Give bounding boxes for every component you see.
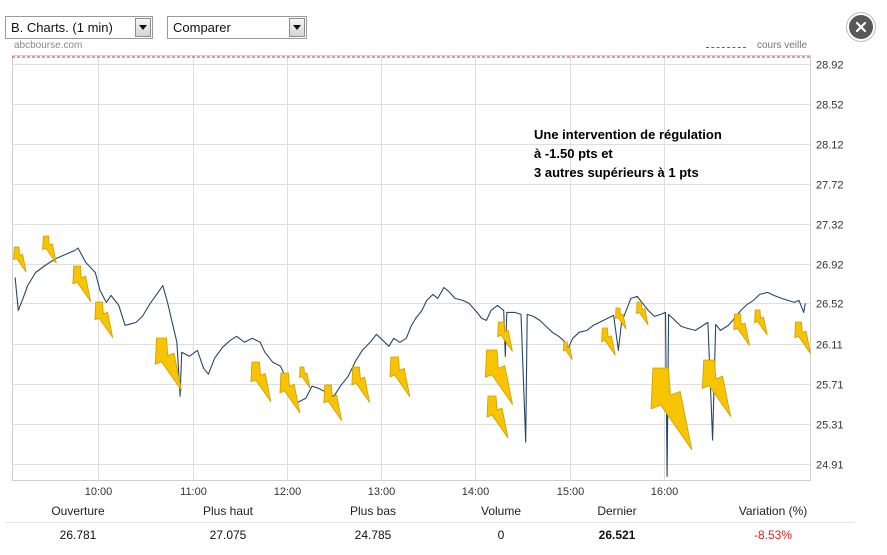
lightning-icon xyxy=(795,322,811,354)
y-tick-label: 28.92 xyxy=(816,60,844,72)
lightning-icon xyxy=(602,328,616,355)
y-tick-label: 28.12 xyxy=(816,140,844,152)
annotation-markers xyxy=(14,236,811,450)
summary-header-ouverture: Ouverture xyxy=(51,504,105,518)
plot-area xyxy=(12,55,811,481)
summary-header-plus-haut: Plus haut xyxy=(202,504,254,518)
lightning-icon xyxy=(498,322,513,351)
y-tick-label: 26.92 xyxy=(816,260,844,272)
summary-header-plus-bas: Plus bas xyxy=(349,504,397,518)
y-tick-label: 25.71 xyxy=(816,380,844,392)
chart-type-dropdown-button[interactable] xyxy=(135,18,151,37)
lightning-icon xyxy=(280,373,300,413)
lightning-icon xyxy=(563,342,572,360)
y-tick-label: 26.11 xyxy=(816,340,843,352)
compare-dropdown-button[interactable] xyxy=(289,18,305,37)
y-tick-label: 27.32 xyxy=(816,220,844,232)
x-tick-label: 13:00 xyxy=(368,486,396,498)
summary-value-volume: 0 xyxy=(497,528,505,542)
summary-value-plus-haut: 27.075 xyxy=(209,528,247,542)
lightning-icon xyxy=(487,396,508,438)
chart-type-select[interactable]: B. Charts. (1 min) xyxy=(5,16,153,39)
lightning-icon xyxy=(73,266,91,302)
source-label: abcbourse.com xyxy=(14,40,83,51)
summary-value-dernier: 26.521 xyxy=(598,528,636,542)
lightning-icon xyxy=(14,247,27,272)
legend-label-previous-close: cours veille xyxy=(757,40,808,51)
y-tick-label: 25.31 xyxy=(816,420,844,432)
lightning-icon xyxy=(651,368,692,450)
caret-down-icon xyxy=(293,25,301,30)
lightning-icon xyxy=(251,362,271,402)
lightning-icon xyxy=(95,302,113,338)
summary-header-dernier: Dernier xyxy=(597,504,637,518)
x-tick-label: 10:00 xyxy=(85,486,113,498)
lightning-icon xyxy=(616,308,627,329)
close-icon xyxy=(855,21,867,33)
lightning-icon xyxy=(702,360,730,417)
lightning-icon xyxy=(734,314,750,346)
x-tick-label: 16:00 xyxy=(651,486,679,498)
x-tick-label: 14:00 xyxy=(462,486,490,498)
compare-select-value: Comparer xyxy=(173,20,231,35)
compare-select[interactable]: Comparer xyxy=(167,16,307,39)
chart-annotation: Une intervention de régulation à -1.50 p… xyxy=(534,125,722,182)
lightning-icon xyxy=(485,350,512,405)
lightning-icon xyxy=(300,367,311,388)
lightning-icon xyxy=(390,357,410,397)
lightning-icon xyxy=(755,310,768,335)
summary-value-plus-bas: 24.785 xyxy=(354,528,392,542)
y-tick-label: 26.52 xyxy=(816,299,844,311)
intraday-price-chart: 28.92 28.52 28.12 27.72 27.32 26.92 26.52 26.11… xyxy=(12,55,844,498)
x-tick-label: 15:00 xyxy=(557,486,585,498)
chart-legend: cours veille xyxy=(706,40,826,54)
annotation-line: à -1.50 pts et xyxy=(534,146,613,161)
lightning-icon xyxy=(324,385,342,421)
x-tick-label: 12:00 xyxy=(274,486,302,498)
lightning-icon xyxy=(637,302,649,325)
lightning-icon xyxy=(155,338,181,391)
summary-divider xyxy=(5,522,855,523)
chart-type-select-value: B. Charts. (1 min) xyxy=(11,20,113,35)
lightning-icon xyxy=(43,236,57,263)
summary-header-variation: Variation (%) xyxy=(738,504,808,518)
x-tick-label: 11:00 xyxy=(180,486,207,498)
lightning-icon xyxy=(352,367,370,403)
summary-header-volume: Volume xyxy=(480,504,522,518)
summary-value-variation: -8.53% xyxy=(753,528,793,542)
y-tick-label: 27.72 xyxy=(816,180,844,192)
summary-value-ouverture: 26.781 xyxy=(59,528,97,542)
annotation-line: Une intervention de régulation xyxy=(534,127,722,142)
y-tick-label: 24.91 xyxy=(816,460,844,472)
annotation-line: 3 autres supérieurs à 1 pts xyxy=(534,165,699,180)
caret-down-icon xyxy=(139,25,147,30)
close-button[interactable] xyxy=(849,15,873,39)
y-tick-label: 28.52 xyxy=(816,100,844,112)
legend-swatch-previous-close xyxy=(706,47,746,48)
price-series-line xyxy=(14,247,806,478)
